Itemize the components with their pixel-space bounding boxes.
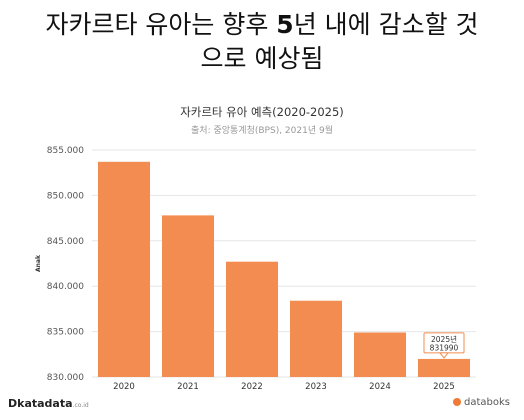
x-tick-label: 2021 — [177, 382, 199, 392]
headline-line-2: 으로 예상됨 — [200, 44, 324, 73]
headline-part-b: 년 내에 감소할 것 — [293, 10, 479, 39]
headline-part-a: 자카르타 유아는 향후 — [45, 10, 277, 39]
x-tick-label: 2024 — [369, 382, 391, 392]
y-tick-label: 855.000 — [47, 146, 84, 156]
y-tick-label: 835.000 — [47, 328, 84, 338]
bar — [290, 300, 342, 377]
annotation-pointer — [438, 352, 450, 359]
katadata-logo: Dkatadata.co.id — [8, 397, 89, 410]
bar — [418, 358, 470, 377]
headline: 자카르타 유아는 향후 5년 내에 감소할 것 으로 예상됨 — [0, 8, 524, 76]
x-tick-label: 2025 — [433, 382, 455, 392]
databoks-brand: databoks — [464, 397, 510, 408]
databoks-logo: databoks — [453, 397, 510, 408]
x-tick-label: 2020 — [113, 382, 135, 392]
y-tick-label: 830.000 — [47, 373, 84, 383]
headline-line-1: 자카르타 유아는 향후 5년 내에 감소할 것 — [0, 8, 524, 42]
chart-title: 자카르타 유아 예측(2020-2025) — [180, 105, 344, 119]
databoks-dot-icon — [453, 398, 461, 406]
y-tick-label: 845.000 — [47, 237, 84, 247]
katadata-domain: .co.id — [72, 402, 89, 409]
headline-number: 5 — [276, 10, 294, 39]
katadata-brand: katadata — [17, 397, 73, 410]
y-axis-label: Anak — [35, 254, 42, 272]
x-tick-label: 2023 — [305, 382, 327, 392]
annotation-line-1: 2025년 — [431, 334, 457, 344]
y-tick-label: 840.000 — [47, 282, 84, 292]
x-tick-label: 2022 — [241, 382, 263, 392]
bar — [354, 332, 406, 377]
bar — [98, 161, 150, 377]
katadata-d-icon: D — [8, 397, 18, 410]
annotation-line-2: 831990 — [430, 343, 459, 352]
chart-source: 출처: 중앙통계청(BPS), 2021년 9월 — [191, 126, 333, 136]
bar — [226, 261, 278, 377]
y-tick-label: 850.000 — [47, 191, 84, 201]
bar — [162, 215, 214, 377]
